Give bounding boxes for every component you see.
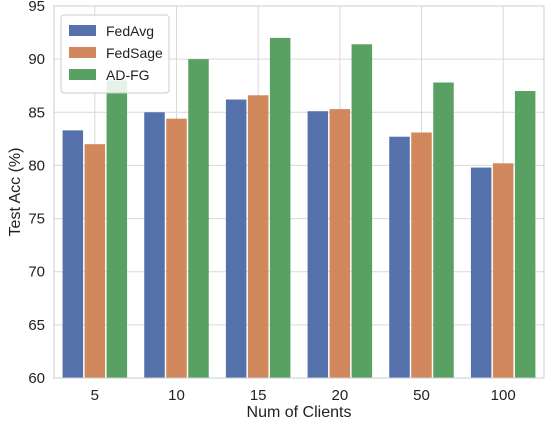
bar-fedavg-15 <box>225 99 247 378</box>
legend-label-fedsage: FedSage <box>106 45 163 61</box>
bar-ad-fg-10 <box>188 59 209 379</box>
bar-ad-fg-15 <box>269 37 291 379</box>
bar-fedavg-100 <box>470 167 492 378</box>
y-tick-label: 65 <box>28 317 45 334</box>
bar-fedavg-20 <box>307 111 329 379</box>
y-tick-label: 85 <box>28 104 45 121</box>
y-tick-label: 90 <box>28 51 45 68</box>
bar-fedsage-50 <box>411 132 432 378</box>
x-tick-label: 20 <box>331 387 348 404</box>
legend-swatch-ad-fg <box>69 69 96 80</box>
y-tick-label: 70 <box>28 264 45 281</box>
x-tick-label: 5 <box>91 387 99 404</box>
bar-fedsage-10 <box>166 118 187 379</box>
x-axis-title: Num of Clients <box>247 404 352 421</box>
bars <box>62 37 536 379</box>
plot-frame <box>53 5 545 379</box>
bar-fedsage-100 <box>492 163 514 378</box>
legend-label-ad-fg: AD-FG <box>106 67 150 83</box>
y-tick-label: 95 <box>28 0 45 15</box>
bar-fedavg-50 <box>389 136 410 378</box>
bar-ad-fg-100 <box>514 91 536 379</box>
x-tick-label: 15 <box>250 387 267 404</box>
y-tick-label: 80 <box>28 157 45 174</box>
bar-ad-fg-20 <box>351 44 373 379</box>
x-tick-label: 10 <box>168 387 185 404</box>
bar-fedsage-20 <box>329 109 351 379</box>
legend-swatch-fedavg <box>69 25 96 36</box>
bar-fedsage-5 <box>84 144 106 378</box>
bar-fedavg-10 <box>144 112 165 379</box>
x-tick-label: 50 <box>413 387 430 404</box>
y-tick-label: 60 <box>28 370 45 387</box>
bar-ad-fg-5 <box>106 80 128 379</box>
y-tick-labels: 60 65 70 75 80 85 90 95 <box>28 0 45 387</box>
x-tick-label: 100 <box>491 387 516 404</box>
x-tick-labels: 5 10 15 20 50 100 <box>91 387 516 404</box>
legend-swatch-fedsage <box>69 47 96 58</box>
legend-label-fedavg: FedAvg <box>106 23 154 39</box>
y-tick-label: 75 <box>28 211 45 228</box>
bar-fedsage-15 <box>247 95 269 378</box>
y-axis-title: Test Acc (%) <box>7 148 24 237</box>
legend: FedAvg FedSage AD-FG <box>60 14 170 94</box>
bar-ad-fg-50 <box>433 82 454 379</box>
bar-fedavg-5 <box>62 130 84 378</box>
